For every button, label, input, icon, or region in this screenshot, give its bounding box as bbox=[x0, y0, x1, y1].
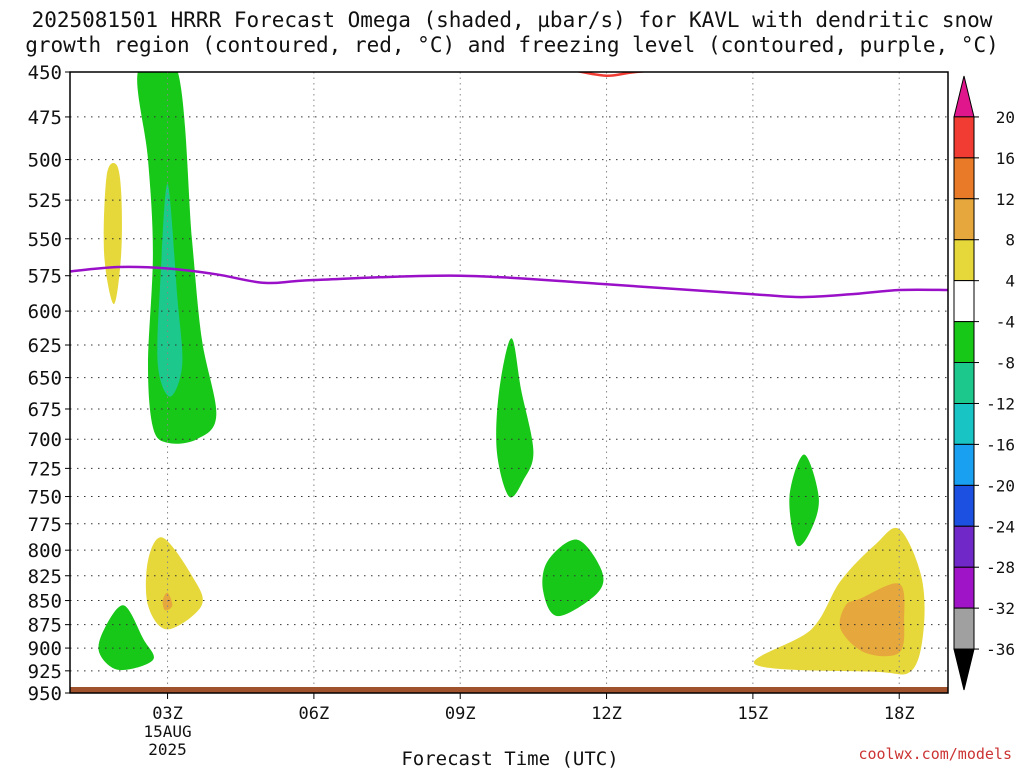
omega-region-green-mid-16z bbox=[789, 454, 819, 547]
plot-frame bbox=[69, 71, 949, 694]
y-tick-label: 625 bbox=[28, 335, 62, 357]
x-axis-label: Forecast Time (UTC) bbox=[401, 748, 618, 768]
colorbar-label: -24 bbox=[986, 517, 1015, 536]
y-tick-label: 825 bbox=[28, 566, 62, 588]
chart-title-line1: 2025081501 HRRR Forecast Omega (shaded, … bbox=[31, 8, 993, 32]
colorbar-label: -36 bbox=[986, 640, 1015, 659]
x-tick-label: 18Z bbox=[884, 704, 915, 724]
colorbar-swatch bbox=[953, 607, 975, 650]
colorbar-label: 8 bbox=[1005, 231, 1015, 250]
y-tick-label: 675 bbox=[28, 399, 62, 421]
y-tick-label: 725 bbox=[28, 458, 62, 480]
y-tick-label: 475 bbox=[28, 107, 62, 129]
y-tick-label: 650 bbox=[28, 368, 62, 390]
y-tick-label: 575 bbox=[28, 266, 62, 288]
x-date-label: 15AUG bbox=[143, 722, 191, 741]
omega-region-yellow-lower-03z bbox=[145, 537, 203, 630]
colorbar-label: -32 bbox=[986, 599, 1015, 618]
chart-title: 2025081501 HRRR Forecast Omega (shaded, … bbox=[0, 8, 1024, 58]
y-tick-label: 800 bbox=[28, 540, 62, 562]
y-tick-label: 850 bbox=[28, 591, 62, 613]
colorbar-swatch bbox=[953, 525, 975, 568]
y-tick-label: 900 bbox=[28, 638, 62, 660]
omega-region-green-lower-11z bbox=[542, 539, 604, 617]
colorbar-swatch bbox=[953, 280, 975, 323]
x-tick-label: 12Z bbox=[591, 704, 622, 724]
colorbar: 20 16 12 8 4 -4 -8 -12 -16 -20 -24 -28 -32 -36 bbox=[953, 75, 1015, 691]
x-tick-label: 03Z bbox=[152, 704, 183, 724]
freezing-level-line bbox=[70, 265, 948, 299]
colorbar-swatch bbox=[953, 239, 975, 282]
colorbar-label: -12 bbox=[986, 394, 1015, 413]
omega-region-green-column bbox=[137, 72, 217, 444]
colorbar-label: -28 bbox=[986, 558, 1015, 577]
x-tick-label: 06Z bbox=[299, 704, 330, 724]
omega-region-orange-lower-right bbox=[839, 583, 905, 657]
colorbar-swatch bbox=[953, 648, 975, 691]
colorbar-swatch bbox=[953, 402, 975, 445]
y-tick-label: 775 bbox=[28, 514, 62, 536]
y-tick-label: 600 bbox=[28, 301, 62, 323]
chart-title-line2: growth region (contoured, red, °C) and f… bbox=[25, 33, 999, 57]
colorbar-label: 12 bbox=[996, 190, 1015, 209]
y-tick-label: 925 bbox=[28, 661, 62, 683]
y-axis: 450 475 500 525 550 575 600 625 650 675 700 725 750 7… bbox=[28, 62, 70, 705]
x-year-label: 2025 bbox=[148, 740, 187, 759]
colorbar-swatch bbox=[953, 566, 975, 609]
colorbar-swatch bbox=[953, 198, 975, 241]
y-tick-label: 875 bbox=[28, 615, 62, 637]
colorbar-swatch bbox=[953, 75, 975, 118]
dgz-contour-line bbox=[575, 72, 650, 77]
y-tick-label: 950 bbox=[28, 683, 62, 705]
y-tick-label: 500 bbox=[28, 150, 62, 172]
colorbar-label: 20 bbox=[996, 108, 1015, 127]
colorbar-swatch bbox=[953, 484, 975, 527]
omega-shading-layer bbox=[98, 72, 925, 675]
colorbar-label: -8 bbox=[996, 354, 1015, 373]
colorbar-swatch bbox=[953, 321, 975, 364]
contour-layer bbox=[70, 72, 948, 299]
omega-region-green-lower-left bbox=[98, 605, 154, 671]
omega-region-green-mid-09z bbox=[496, 338, 534, 498]
colorbar-swatch bbox=[953, 443, 975, 486]
colorbar-swatch bbox=[953, 116, 975, 159]
colorbar-label: -20 bbox=[986, 476, 1015, 495]
x-tick-label: 09Z bbox=[445, 704, 476, 724]
colorbar-swatch bbox=[953, 362, 975, 404]
gridlines bbox=[70, 72, 948, 693]
omega-region-orange-spot-03z bbox=[162, 592, 173, 611]
watermark: coolwx.com/models bbox=[858, 745, 1012, 763]
x-tick-label: 15Z bbox=[738, 704, 769, 724]
ground-strip bbox=[70, 687, 948, 693]
y-tick-label: 450 bbox=[28, 62, 62, 84]
colorbar-swatch bbox=[953, 157, 975, 200]
y-tick-label: 700 bbox=[28, 429, 62, 451]
colorbar-label: -4 bbox=[996, 313, 1015, 332]
y-tick-label: 525 bbox=[28, 190, 62, 212]
colorbar-label: 4 bbox=[1005, 272, 1015, 291]
colorbar-label: 16 bbox=[996, 149, 1015, 168]
colorbar-label: -16 bbox=[986, 435, 1015, 454]
omega-region-yellow-upper-left bbox=[103, 162, 122, 305]
omega-region-teal-core bbox=[157, 184, 183, 397]
y-tick-label: 750 bbox=[28, 487, 62, 509]
y-tick-label: 550 bbox=[28, 229, 62, 251]
